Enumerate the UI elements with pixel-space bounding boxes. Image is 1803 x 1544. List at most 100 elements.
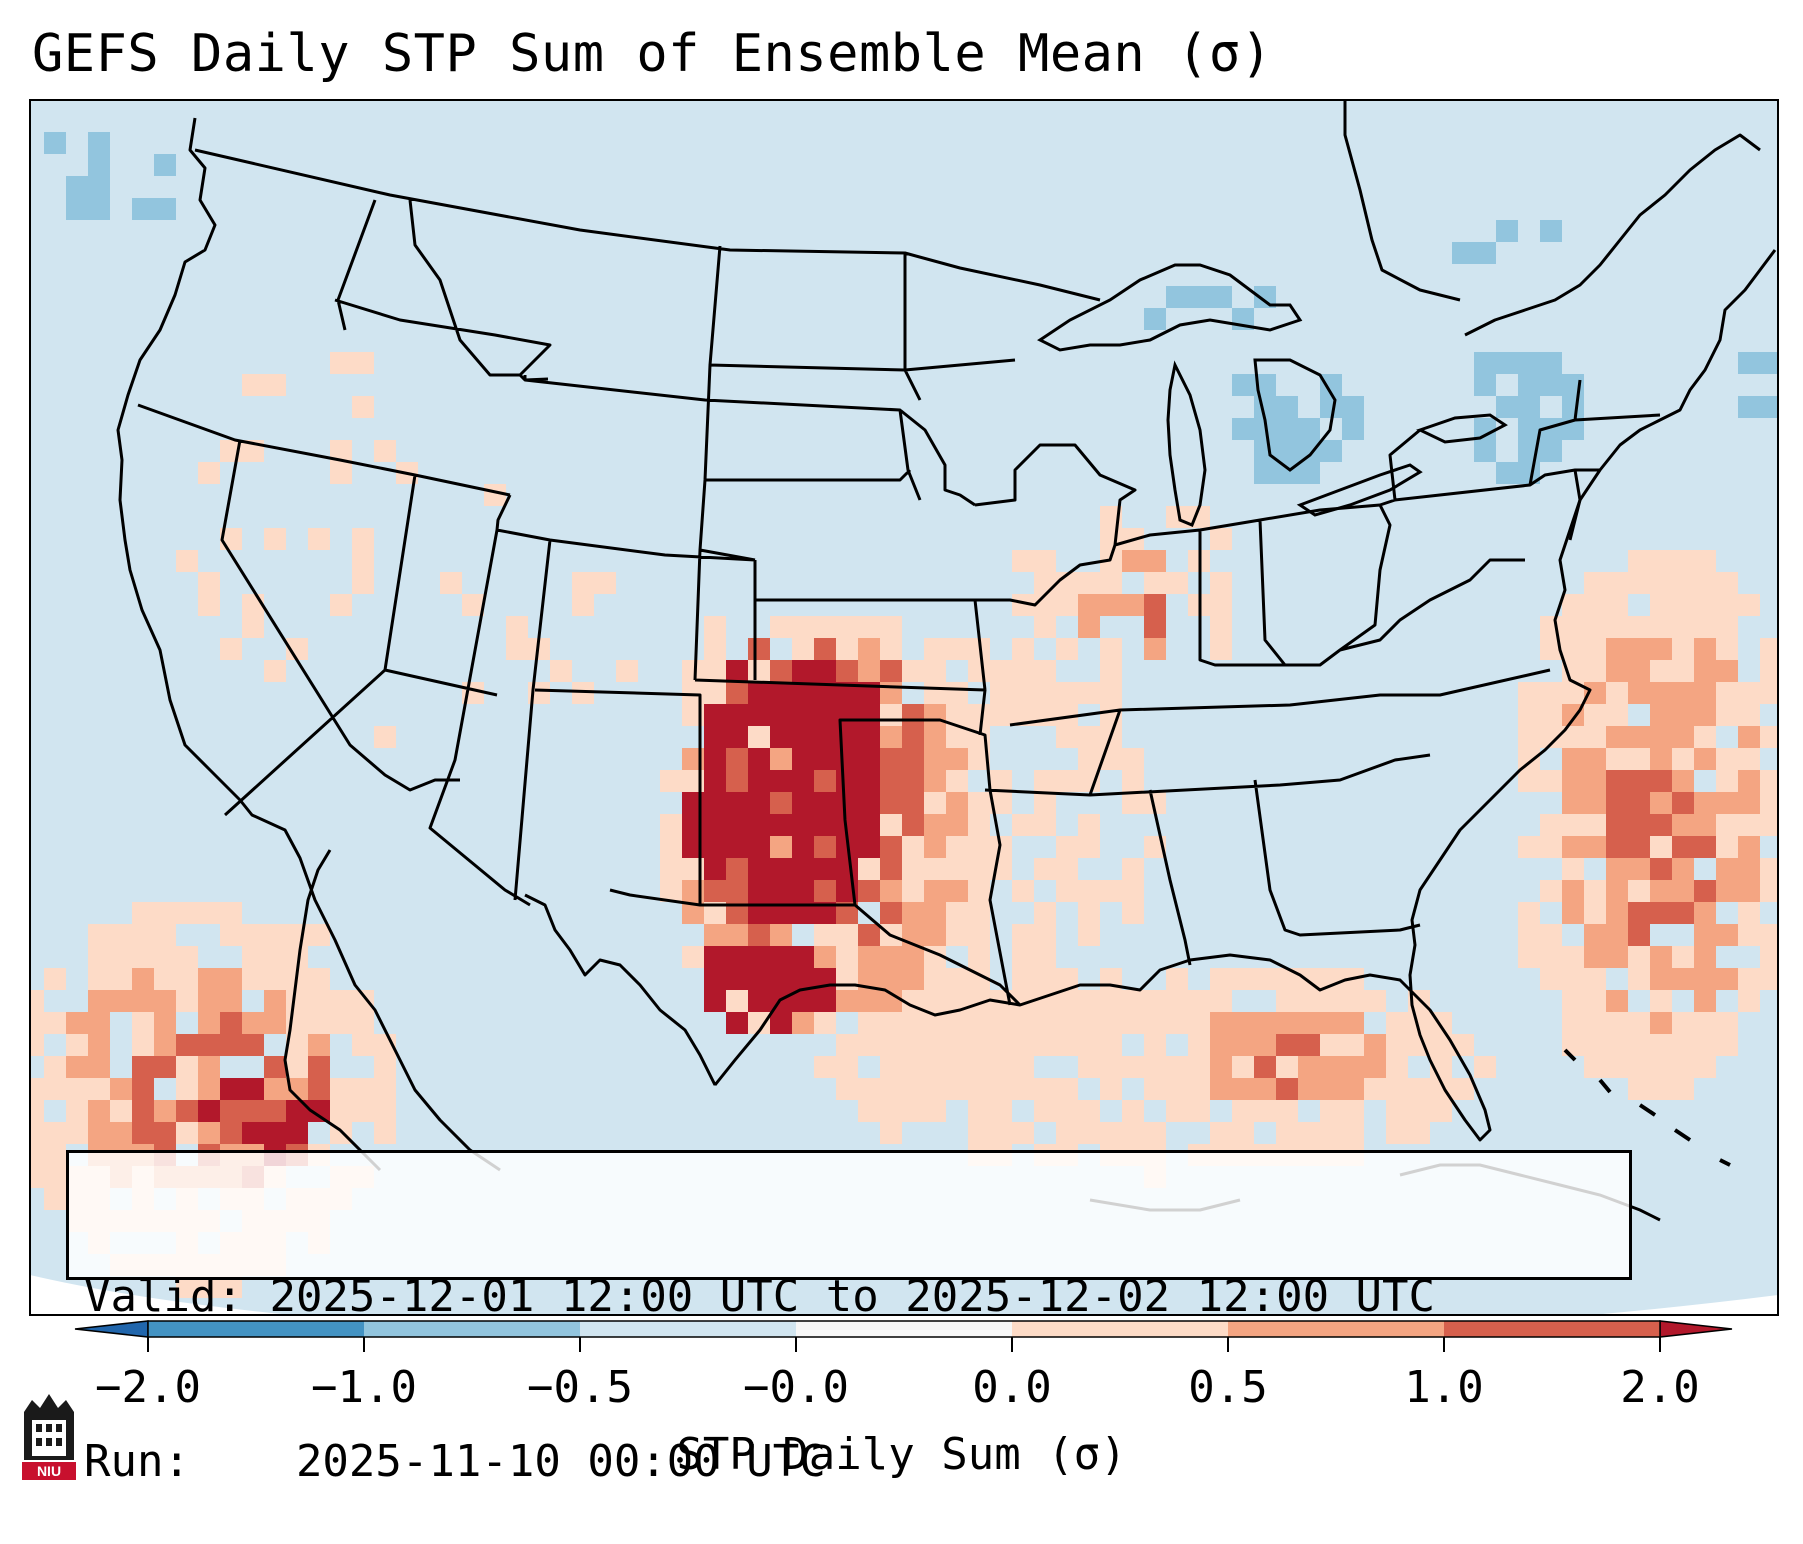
field-cell [1672, 550, 1694, 572]
field-cell [1584, 1056, 1606, 1078]
field-cell [1012, 638, 1034, 660]
field-cell [1650, 572, 1672, 594]
field-cell [1738, 726, 1760, 748]
field-cell [462, 594, 484, 616]
field-cell [1782, 704, 1803, 726]
field-cell [770, 902, 792, 924]
field-cell [946, 968, 968, 990]
field-cell [968, 946, 990, 968]
field-cell [726, 704, 748, 726]
field-cell [836, 924, 858, 946]
field-cell [88, 946, 110, 968]
field-cell [1672, 1012, 1694, 1034]
field-cell [352, 572, 374, 594]
run-row: Run: 2025-11-10 00:00 UTC [84, 1434, 1629, 1489]
field-cell [748, 726, 770, 748]
field-cell [792, 836, 814, 858]
field-cell [968, 880, 990, 902]
field-cell [1012, 946, 1034, 968]
field-cell [1144, 616, 1166, 638]
field-cell [264, 1012, 286, 1034]
field-cell [1628, 946, 1650, 968]
field-cell [1738, 836, 1760, 858]
field-cell [1672, 1056, 1694, 1078]
field-cell [704, 704, 726, 726]
field-cell [1694, 726, 1716, 748]
field-cell [88, 1012, 110, 1034]
field-cell [902, 660, 924, 682]
field-cell [1694, 968, 1716, 990]
field-cell [1100, 572, 1122, 594]
field-cell [1210, 528, 1232, 550]
field-cell [1584, 946, 1606, 968]
field-cell [1628, 880, 1650, 902]
field-cell [1672, 968, 1694, 990]
field-cell [264, 1078, 286, 1100]
field-cell [220, 924, 242, 946]
field-cell [66, 176, 88, 198]
field-cell [110, 1078, 132, 1100]
field-cell [1320, 1100, 1342, 1122]
field-cell [682, 660, 704, 682]
field-cell [1232, 1078, 1254, 1100]
field-cell [1760, 814, 1778, 836]
field-cell [1056, 1078, 1078, 1100]
field-cell [924, 704, 946, 726]
field-cell [44, 1056, 66, 1078]
field-cell [792, 638, 814, 660]
field-cell [1584, 572, 1606, 594]
field-cell [264, 990, 286, 1012]
field-cell [132, 1100, 154, 1122]
field-cell [1540, 836, 1562, 858]
field-cell [1606, 572, 1628, 594]
field-cell [1606, 660, 1628, 682]
field-cell [572, 682, 594, 704]
field-cell [858, 968, 880, 990]
field-cell [198, 462, 220, 484]
field-cell [1606, 814, 1628, 836]
field-cell [880, 1034, 902, 1056]
field-cell [1298, 1034, 1320, 1056]
field-cell [1012, 682, 1034, 704]
field-cell [682, 946, 704, 968]
field-cell [968, 858, 990, 880]
field-cell [1716, 682, 1738, 704]
field-cell [770, 946, 792, 968]
field-cell [1606, 990, 1628, 1012]
field-cell [30, 1122, 44, 1144]
field-cell [704, 748, 726, 770]
field-cell [1056, 682, 1078, 704]
field-cell [1078, 572, 1100, 594]
field-cell [264, 924, 286, 946]
field-cell [1716, 880, 1738, 902]
field-cell [1760, 682, 1778, 704]
field-cell [1232, 1100, 1254, 1122]
field-cell [1650, 616, 1672, 638]
field-cell [1254, 968, 1276, 990]
field-cell [1210, 1012, 1232, 1034]
field-cell [154, 968, 176, 990]
field-cell [1232, 968, 1254, 990]
field-cell [1122, 902, 1144, 924]
field-cell [1474, 418, 1496, 440]
field-cell [770, 748, 792, 770]
field-cell [1210, 594, 1232, 616]
field-cell [44, 1144, 66, 1166]
field-cell [1672, 814, 1694, 836]
field-cell [30, 1100, 44, 1122]
field-cell [1166, 1078, 1188, 1100]
field-cell [220, 1034, 242, 1056]
field-cell [858, 924, 880, 946]
field-cell [1100, 1122, 1122, 1144]
field-cell [814, 1056, 836, 1078]
field-cell [946, 1078, 968, 1100]
field-cell [594, 572, 616, 594]
lake-huron [1253, 358, 1337, 472]
field-cell [1584, 704, 1606, 726]
field-cell [1694, 1012, 1716, 1034]
field-cell [1518, 396, 1540, 418]
field-cell [1760, 880, 1778, 902]
field-cell [88, 1056, 110, 1078]
field-cell [1562, 396, 1584, 418]
field-cell [1694, 616, 1716, 638]
